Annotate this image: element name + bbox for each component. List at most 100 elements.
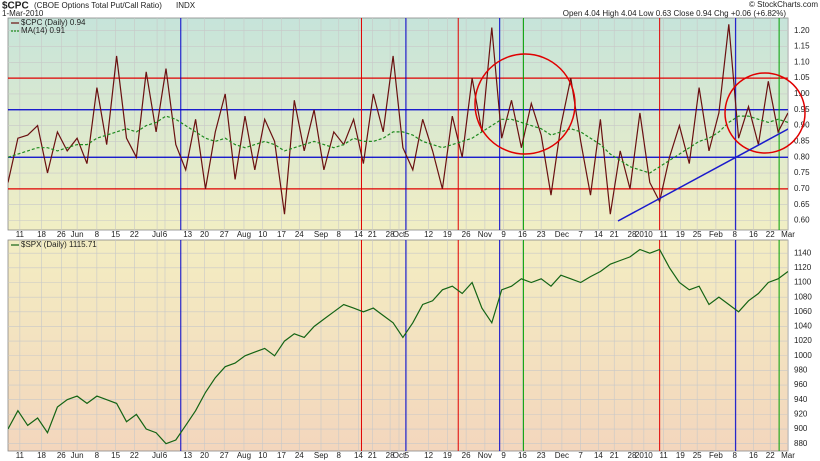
y-tick-label: 0.95 [794, 105, 810, 114]
x-tick-label: 9 [501, 230, 506, 239]
plot-area [8, 18, 788, 230]
x-tick-label: Jun [71, 451, 84, 460]
x-tick-label: 21 [610, 451, 619, 460]
y-tick-label: 1040 [794, 322, 812, 331]
x-tick-label: Mar [781, 230, 795, 239]
x-tick-label: 8 [337, 230, 342, 239]
x-tick-label: 26 [462, 451, 471, 460]
trend-line [617, 128, 788, 222]
y-tick-label: 0.90 [794, 121, 810, 130]
date: 1-Mar-2010 [2, 9, 44, 18]
x-tick-label: 24 [295, 230, 304, 239]
x-tick-label: 8 [95, 451, 100, 460]
annotations [474, 53, 788, 222]
x-tick-label: 10 [258, 230, 267, 239]
x-tick-label: Jul [152, 451, 162, 460]
x-tick-label: 13 [183, 451, 192, 460]
x-tick-label: 26 [57, 230, 66, 239]
x-tick-label: 19 [443, 230, 452, 239]
y-tick-label: 1.10 [794, 57, 810, 66]
x-tick-label: 13 [183, 230, 192, 239]
plot-layers: 0.60 0.65 0.70 0.75 0.80 0.85 0.90 0.95 1.00 1.05… [7, 17, 812, 460]
x-tick-label: 26 [57, 451, 66, 460]
x-tick-label: 12 [424, 451, 433, 460]
x-tick-label: 14 [354, 451, 363, 460]
x-tick-label: 23 [537, 451, 546, 460]
x-tick-label: 19 [676, 451, 685, 460]
y-tick-label: 1120 [794, 263, 812, 272]
x-tick-label: 28 [386, 451, 395, 460]
x-tick-label: 14 [354, 230, 363, 239]
x-tick-label: 22 [130, 451, 139, 460]
y-tick-label: 900 [794, 424, 808, 433]
x-tick-label: 14 [594, 230, 603, 239]
series-line [8, 248, 788, 445]
y-tick-label: 1.15 [794, 42, 810, 51]
legend-label: MA(14) 0.91 [21, 26, 66, 35]
x-tick-label: 21 [610, 230, 619, 239]
x-tick-label: 22 [130, 230, 139, 239]
x-tick-label: 8 [732, 230, 737, 239]
x-tick-label: Oct [393, 451, 406, 460]
y-tick-label: 0.85 [794, 137, 810, 146]
x-tick-label: 15 [111, 451, 120, 460]
x-tick-label: 28 [386, 230, 395, 239]
x-tick-label: 18 [37, 230, 46, 239]
x-tick-label: 19 [443, 451, 452, 460]
x-tick-label: 10 [258, 451, 267, 460]
y-tick-label: 0.75 [794, 168, 810, 177]
y-tick-label: 940 [794, 395, 808, 404]
x-tick-label: Jul [152, 230, 162, 239]
series-line [8, 115, 788, 174]
y-tick-label: 880 [794, 439, 808, 448]
x-tick-label: 16 [749, 451, 758, 460]
x-tick-label: 28 [628, 230, 637, 239]
circle-annotation [474, 53, 576, 155]
x-tick-label: 16 [749, 230, 758, 239]
y-tick-label: 1020 [794, 336, 812, 345]
y-tick-label: 0.65 [794, 200, 810, 209]
x-tick-label: 24 [295, 451, 304, 460]
x-tick-label: 23 [537, 230, 546, 239]
x-tick-label: 7 [578, 451, 583, 460]
x-tick-label: 28 [628, 451, 637, 460]
x-tick-label: 2010 [635, 230, 653, 239]
quote: Open 4.04 High 4.04 Low 0.63 Close 0.94 … [563, 9, 787, 18]
y-tick-label: 1060 [794, 307, 812, 316]
plot-area [8, 240, 788, 451]
x-tick-label: 16 [518, 451, 527, 460]
panel-background [7, 17, 789, 231]
x-tick-label: Aug [237, 230, 251, 239]
credit: © StockCharts.com [749, 0, 818, 9]
y-tick-label: 1140 [794, 248, 812, 257]
y-tick-label: 1.00 [794, 89, 810, 98]
x-tick-label: 27 [220, 451, 229, 460]
x-tick-label: 18 [37, 451, 46, 460]
y-tick-label: 1080 [794, 292, 812, 301]
x-tick-label: Dec [555, 451, 569, 460]
description: (CBOE Options Total Put/Call Ratio) [34, 1, 162, 10]
y-tick-label: 0.60 [794, 216, 810, 225]
y-tick-label: 980 [794, 366, 808, 375]
x-tick-label: 17 [277, 451, 286, 460]
x-tick-label: 20 [200, 230, 209, 239]
circle-annotation [724, 72, 806, 154]
x-tick-label: 25 [693, 230, 702, 239]
x-tick-label: Feb [709, 451, 723, 460]
y-tick-label: 1.20 [794, 26, 810, 35]
y-tick-label: 920 [794, 409, 808, 418]
y-tick-label: 0.80 [794, 152, 810, 161]
x-tick-label: 17 [277, 230, 286, 239]
y-tick-label: 1.05 [794, 73, 810, 82]
x-tick-label: 6 [163, 230, 168, 239]
x-tick-label: 12 [424, 230, 433, 239]
x-tick-label: 2010 [635, 451, 653, 460]
x-tick-label: 11 [16, 230, 25, 239]
x-tick-label: 25 [693, 451, 702, 460]
x-tick-label: 16 [518, 230, 527, 239]
x-tick-label: Mar [781, 451, 795, 460]
y-tick-label: 960 [794, 380, 808, 389]
x-tick-label: Oct [393, 230, 406, 239]
x-tick-label: 19 [676, 230, 685, 239]
x-tick-label: 22 [766, 230, 775, 239]
